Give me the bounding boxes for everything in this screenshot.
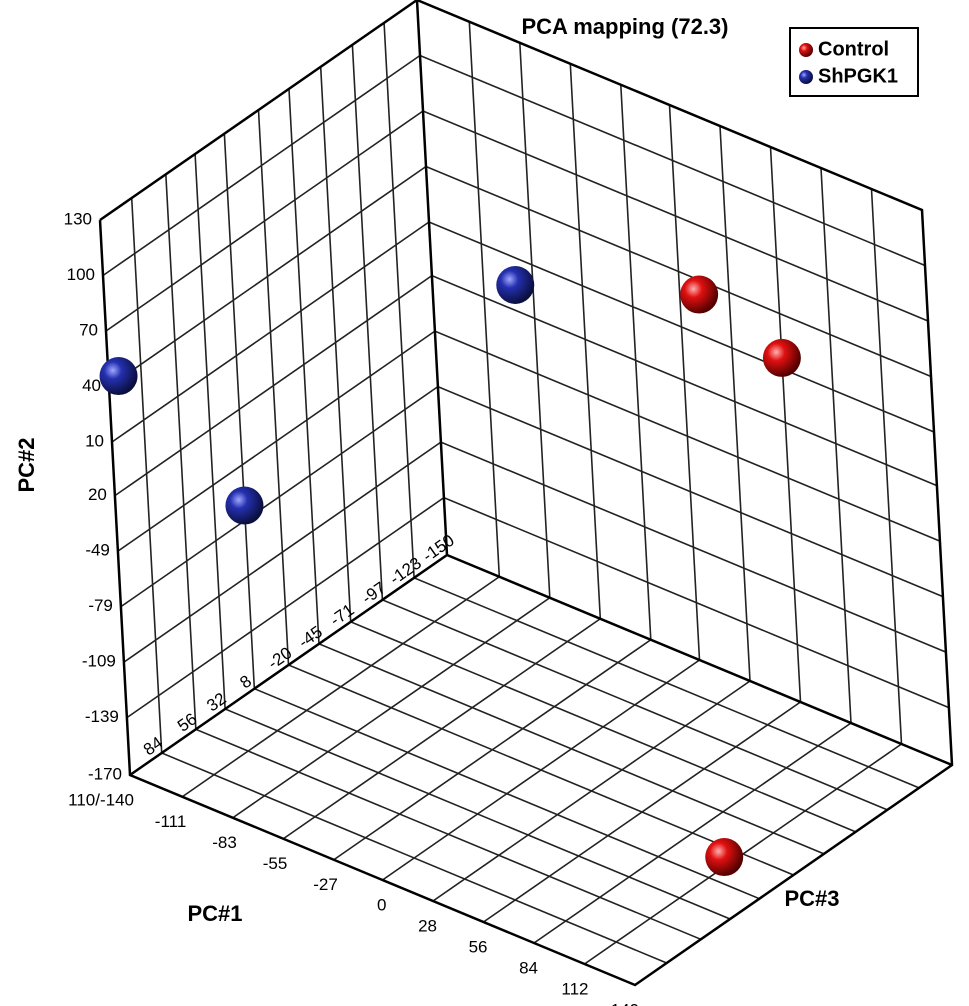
grid-line — [181, 21, 501, 798]
z-axis-label: PC#3 — [784, 886, 839, 911]
chart-title: PCA mapping (72.3) — [522, 14, 729, 39]
y-axis-label: PC#2 — [14, 437, 39, 492]
x-tick-label: 28 — [418, 916, 437, 935]
legend-label: Control — [818, 38, 889, 60]
z-tick-label: 56 — [174, 709, 200, 735]
x-tick-label: 0 — [377, 895, 386, 914]
y-tick-label: -170 — [88, 764, 122, 783]
x-tick-label: -111 — [155, 812, 187, 831]
y-tick-label: 130 — [64, 209, 92, 228]
y-tick-label: 20 — [88, 485, 107, 504]
z-tick-label: -97 — [358, 578, 389, 608]
z-tick-label: -45 — [295, 622, 326, 652]
grid-line — [257, 109, 794, 876]
z-tick-label: 32 — [203, 689, 229, 715]
y-tick-label: -109 — [82, 652, 116, 671]
data-point — [680, 275, 719, 314]
grid — [98, 0, 954, 987]
x-tick-label: -55 — [263, 854, 288, 873]
y-tick-label: -49 — [85, 541, 110, 560]
axis-frame — [446, 553, 953, 767]
x-axis-label: PC#1 — [187, 901, 242, 926]
grid-line — [194, 153, 731, 920]
x-tick-label: 140 — [611, 1000, 639, 1006]
x-tick-label: 110/-140 — [68, 790, 134, 809]
y-tick-label: 40 — [82, 376, 101, 395]
data-point — [762, 338, 801, 377]
x-tick-label: 112 — [561, 979, 588, 998]
grid-line — [333, 84, 652, 861]
grid-line — [288, 88, 825, 855]
legend-box — [789, 27, 919, 97]
data-point — [496, 266, 535, 304]
x-tick-label: 56 — [469, 937, 488, 956]
z-tick-label: 84 — [140, 733, 166, 759]
y-tick-label: -79 — [88, 596, 113, 615]
z-tick-label: -71 — [327, 600, 358, 630]
x-tick-label: -83 — [212, 833, 237, 852]
z-tick-label: -20 — [264, 643, 295, 673]
x-tick-label: 84 — [519, 958, 538, 977]
data-point — [99, 357, 138, 396]
legend-label: ShPGK1 — [818, 65, 898, 87]
legend-marker — [799, 70, 813, 84]
grid-line — [351, 44, 888, 811]
x-tick-label: -27 — [313, 875, 338, 894]
y-tick-label: -139 — [85, 707, 119, 726]
y-tick-label: 100 — [67, 265, 95, 284]
y-tick-label: 70 — [79, 320, 98, 339]
y-tick-label: 10 — [85, 431, 104, 450]
grid-line — [383, 22, 920, 789]
data-point — [705, 838, 744, 877]
data-point — [225, 486, 264, 525]
legend-marker — [799, 43, 813, 57]
